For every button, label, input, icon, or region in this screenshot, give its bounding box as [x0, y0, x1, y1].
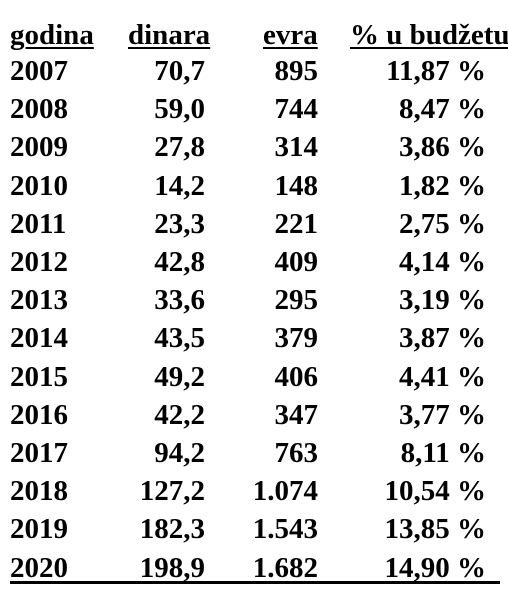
table-cell: 1.682: [252, 551, 318, 584]
table-cell: 3,19 %: [399, 284, 486, 317]
table-cell: 182,3: [139, 513, 205, 546]
table-cell: 11,87 %: [386, 55, 486, 87]
table-cell: 198,9: [139, 551, 205, 584]
table-cell: 2018: [10, 475, 68, 508]
table-cell: 23,3: [154, 207, 205, 240]
table-cell: 4,14 %: [399, 246, 486, 278]
table-cell: 8,11 %: [400, 437, 486, 469]
table-cell: 94,2: [154, 437, 205, 469]
table-cell: 13,85 %: [384, 513, 487, 546]
header-cell: godina: [10, 19, 94, 51]
table-cell: 14,2: [154, 169, 205, 202]
table-cell: 2009: [10, 131, 68, 164]
table-cell: 2010: [10, 169, 68, 202]
table-cell: 2016: [10, 398, 68, 431]
table-cell: 221: [274, 207, 319, 240]
table-cell: 1,82 %: [399, 169, 486, 202]
table-cell: 2,75 %: [399, 207, 486, 240]
table-cell: 70,7: [154, 55, 205, 87]
table-cell: 3,87 %: [399, 322, 486, 355]
table-cell: 2019: [10, 513, 68, 546]
table-cell: 1.074: [252, 475, 318, 508]
table-cell: 42,8: [154, 246, 205, 278]
table-cell: 2008: [10, 93, 68, 126]
table-cell: 127,2: [139, 475, 205, 508]
table-cell: 2015: [10, 360, 68, 393]
header-cell: evra: [263, 19, 318, 51]
table-cell: 33,6: [154, 284, 205, 317]
table-cell: 148: [274, 169, 319, 202]
table-cell: 763: [274, 437, 319, 469]
table-cell: 2014: [10, 322, 68, 355]
table-cell: 43,5: [154, 322, 205, 355]
table-cell: 406: [274, 360, 319, 393]
table-cell: 2011: [10, 207, 67, 240]
table-cell: 4,41 %: [399, 360, 486, 393]
table-cell: 744: [274, 93, 319, 126]
table-cell: 409: [274, 246, 319, 278]
table-cell: 2020: [10, 551, 68, 584]
header-cell: % u budžetu: [350, 19, 508, 51]
table-cell: 895: [274, 55, 319, 87]
table-cell: 10,54 %: [384, 475, 487, 508]
table-cell: 2012: [10, 246, 68, 278]
table-cell: 14,90 %: [384, 551, 487, 584]
table-cell: 347: [274, 398, 319, 431]
table-cell: 3,77 %: [399, 398, 486, 431]
table-cell: 295: [274, 284, 319, 317]
table-cell: 3,86 %: [399, 131, 486, 164]
header-cell: dinara: [128, 19, 211, 51]
table-cell: 1.543: [252, 513, 318, 546]
table-cell: 2007: [10, 55, 68, 87]
table-cell: 8,47 %: [399, 93, 486, 126]
table-cell: 42,2: [154, 398, 205, 431]
table-cell: 2017: [10, 437, 68, 469]
table-cell: 379: [274, 322, 319, 355]
table-cell: 49,2: [154, 360, 205, 393]
table-cell: 314: [274, 131, 319, 164]
table-cell: 59,0: [154, 93, 205, 126]
table-cell: 27,8: [154, 131, 205, 164]
table-cell: 2013: [10, 284, 68, 317]
bottom-rule: [10, 581, 500, 584]
